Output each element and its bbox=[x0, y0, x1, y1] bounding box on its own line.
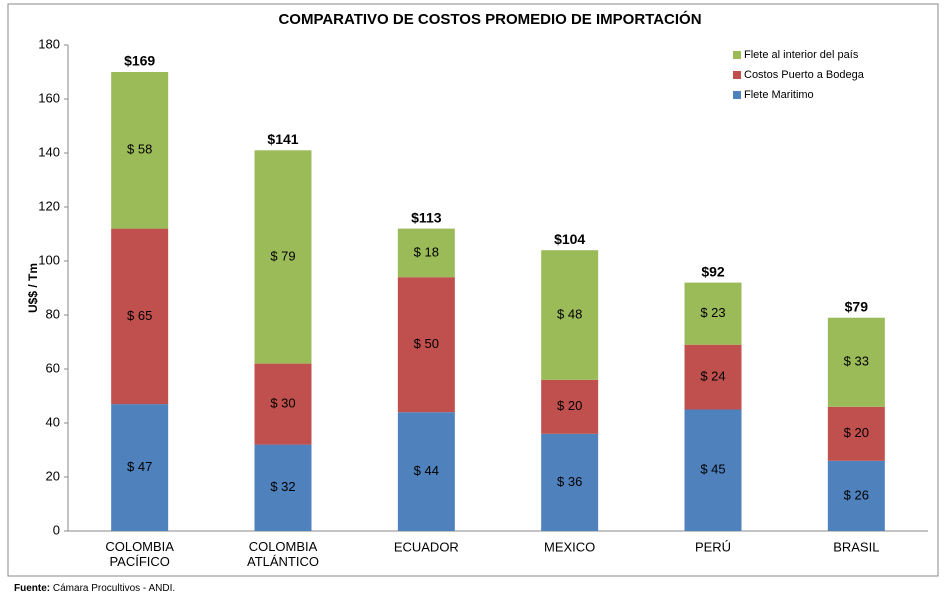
total-label: $92 bbox=[701, 263, 725, 279]
bar-segment bbox=[111, 404, 169, 531]
data-label: $ 50 bbox=[414, 336, 439, 351]
total-label: $113 bbox=[411, 209, 442, 225]
legend-label: Flete Maritimo bbox=[744, 89, 814, 101]
bar-segment bbox=[397, 228, 455, 278]
y-tick-label: 180 bbox=[38, 36, 60, 51]
data-label: $ 48 bbox=[557, 306, 582, 321]
total-label: $141 bbox=[267, 131, 298, 147]
bar-segment bbox=[254, 363, 312, 445]
data-label: $ 20 bbox=[844, 425, 869, 440]
bar-segment bbox=[254, 444, 312, 531]
x-tick-label: ECUADOR bbox=[394, 539, 459, 554]
source-label: Fuente: bbox=[14, 583, 50, 594]
y-tick-label: 60 bbox=[46, 360, 60, 375]
x-tick-label: PERÚ bbox=[695, 539, 731, 554]
data-label: $ 30 bbox=[270, 396, 295, 411]
bar-segment bbox=[827, 406, 885, 461]
legend-label: Costos Puerto a Bodega bbox=[744, 69, 865, 81]
bar-segment bbox=[111, 228, 169, 405]
x-tick-label: BRASIL bbox=[833, 539, 879, 554]
x-tick-label: COLOMBIA PACÍFICO bbox=[105, 539, 174, 569]
data-label: $ 24 bbox=[700, 369, 725, 384]
bar-segment bbox=[684, 409, 742, 531]
bar-segment bbox=[397, 277, 455, 413]
bar-segment bbox=[684, 344, 742, 410]
data-label: $ 58 bbox=[127, 142, 152, 157]
y-axis-label: U$$ / Tm bbox=[26, 263, 40, 313]
data-label: $ 45 bbox=[700, 462, 725, 477]
data-label: $ 32 bbox=[270, 479, 295, 494]
x-tick-label: COLOMBIA ATLÁNTICO bbox=[247, 539, 319, 569]
data-label: $ 36 bbox=[557, 474, 582, 489]
source: Fuente: Cámara Procultivos - ANDI. bbox=[14, 583, 175, 594]
y-tick-label: 100 bbox=[38, 252, 60, 267]
bar-segment bbox=[827, 317, 885, 407]
bar-segment bbox=[541, 379, 599, 434]
bar-segment bbox=[827, 460, 885, 531]
bar-segment bbox=[541, 250, 599, 380]
data-label: $ 23 bbox=[700, 305, 725, 320]
data-label: $ 44 bbox=[414, 463, 439, 478]
data-label: $ 20 bbox=[557, 398, 582, 413]
data-label: $ 26 bbox=[844, 487, 869, 502]
y-tick-label: 120 bbox=[38, 198, 60, 213]
total-label: $104 bbox=[554, 231, 585, 247]
legend-swatch bbox=[733, 51, 741, 59]
data-label: $ 47 bbox=[127, 459, 152, 474]
bar-segment bbox=[541, 433, 599, 531]
total-label: $169 bbox=[124, 53, 155, 69]
y-tick-label: 40 bbox=[46, 414, 60, 429]
data-label: $ 18 bbox=[414, 244, 439, 259]
total-label: $79 bbox=[845, 298, 869, 314]
y-tick-label: 160 bbox=[38, 90, 60, 105]
y-tick-label: 80 bbox=[46, 306, 60, 321]
x-tick-label: MEXICO bbox=[544, 539, 595, 554]
y-tick-label: 140 bbox=[38, 144, 60, 159]
legend-label: Flete al interior del país bbox=[744, 49, 859, 61]
chart-title: COMPARATIVO DE COSTOS PROMEDIO DE IMPORT… bbox=[278, 10, 701, 28]
source-text: Cámara Procultivos - ANDI. bbox=[53, 583, 175, 594]
bar-segment bbox=[254, 150, 312, 364]
legend-swatch bbox=[733, 71, 741, 79]
bar-segment bbox=[111, 72, 169, 229]
data-label: $ 33 bbox=[844, 354, 869, 369]
bar-segment bbox=[397, 412, 455, 531]
y-tick-label: 20 bbox=[46, 468, 60, 483]
bar-segment bbox=[684, 282, 742, 345]
legend-swatch bbox=[733, 91, 741, 99]
data-label: $ 65 bbox=[127, 308, 152, 323]
data-label: $ 79 bbox=[270, 248, 295, 263]
y-tick-label: 0 bbox=[53, 522, 60, 537]
